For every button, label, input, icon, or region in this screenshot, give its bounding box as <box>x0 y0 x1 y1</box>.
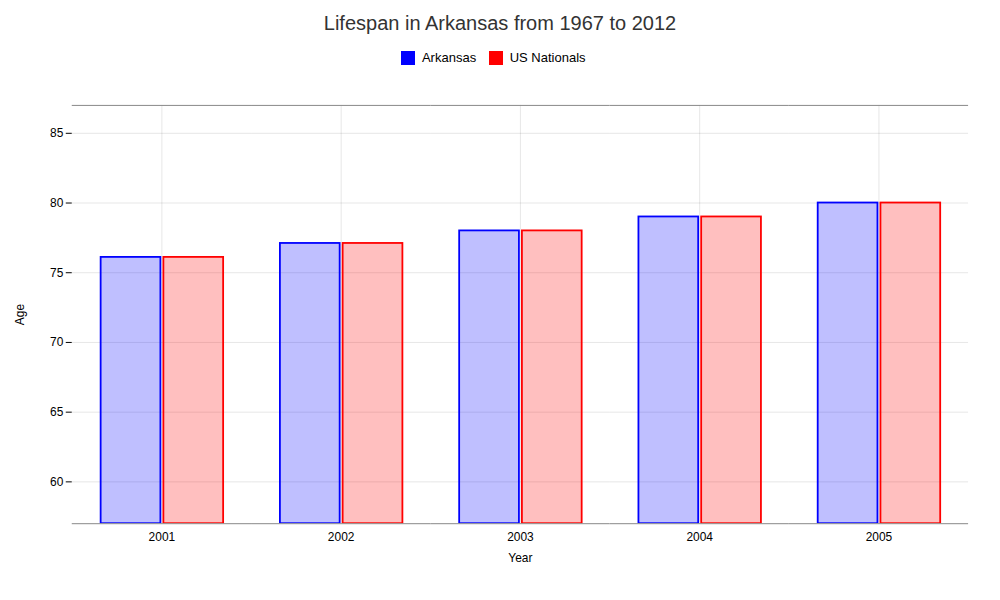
svg-text:2005: 2005 <box>866 530 893 544</box>
html-text:Lifespan in Arkansas from 1967: Lifespan in Arkansas from 1967 to 2012 <box>323 12 677 34</box>
svg-text:2001: 2001 <box>149 530 176 544</box>
svg-text:85: 85 <box>50 126 64 140</box>
svg-text:75: 75 <box>50 265 64 279</box>
svg-text:60: 60 <box>50 474 64 488</box>
svg-text:2002: 2002 <box>328 530 355 544</box>
svg-text:2004: 2004 <box>686 530 713 544</box>
svg-text:2003: 2003 <box>507 530 534 544</box>
svg-text:80: 80 <box>50 195 64 209</box>
html-text:US Nationals: US Nationals <box>509 50 586 65</box>
svg-text:Year: Year <box>508 550 532 564</box>
svg-text:Age: Age <box>13 303 27 325</box>
svg-text:65: 65 <box>50 404 64 418</box>
svg-text:70: 70 <box>50 335 64 349</box>
html-text:Arkansas: Arkansas <box>422 50 477 65</box>
